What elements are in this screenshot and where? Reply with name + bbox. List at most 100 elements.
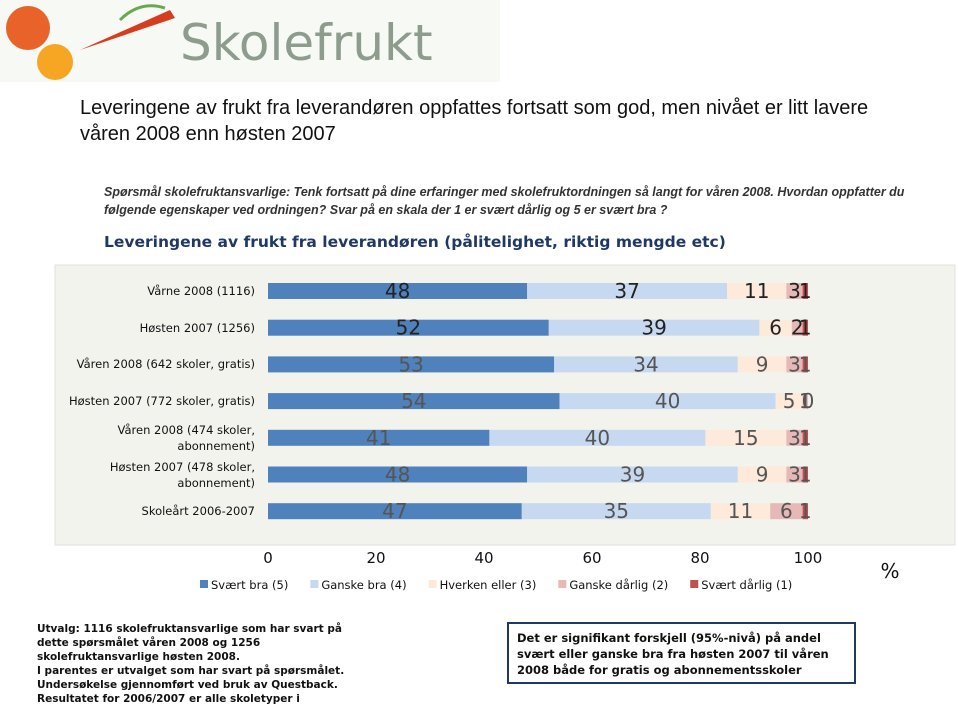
bar-segment: [527, 466, 738, 483]
bar-segment: [548, 319, 760, 336]
bar-segment: [554, 356, 738, 373]
value-label: 1: [799, 389, 812, 413]
value-label: 2: [791, 316, 804, 340]
bar-segment: [268, 503, 522, 520]
legend-swatch: [428, 580, 437, 588]
value-label: 5: [783, 389, 796, 413]
legend-label: Svært dårlig (1): [701, 578, 792, 592]
bar-segment: [802, 429, 808, 446]
row-label: Skoleårt 2006-2007: [141, 504, 255, 519]
value-label: 39: [641, 316, 666, 340]
row-label: Høsten 2007 (772 skoler, gratis): [68, 394, 255, 409]
value-label: 48: [385, 463, 410, 487]
row-label: Vårne 2008 (1116): [147, 284, 255, 298]
value-label: 6: [780, 499, 793, 523]
bar-segment: [786, 429, 803, 446]
bar-segment: [802, 393, 808, 410]
value-label: 9: [756, 463, 769, 487]
bar-segment: [705, 429, 787, 446]
bar-segment: [268, 283, 528, 299]
value-label: 3: [788, 279, 801, 303]
value-label: 40: [655, 389, 680, 413]
value-label: 3: [788, 352, 801, 376]
notes: Utvalg: 1116 skolefruktansvarlige som ha…: [37, 622, 367, 708]
bar-segment: [268, 466, 528, 483]
value-label: 3: [788, 426, 801, 450]
bar-segment: [802, 503, 808, 520]
bar-segment: [770, 503, 803, 520]
legend-label: Hverken eller (3): [440, 578, 537, 592]
bar-segment: [268, 319, 549, 336]
bar-segment: [737, 466, 787, 483]
value-label: 37: [614, 279, 639, 303]
bar-segment: [775, 393, 803, 410]
value-label: 53: [398, 352, 423, 376]
x-tick-label: 40: [474, 549, 493, 567]
slide-title: Leveringene av frukt fra leverandøren op…: [80, 97, 869, 145]
bar-segment: [489, 429, 706, 446]
note-line: Utvalg: 1116 skolefruktansvarlige som ha…: [37, 623, 342, 663]
note-line: Undersøkelse gjennomført ved bruk av Que…: [37, 679, 338, 691]
x-tick-label: 0: [263, 549, 273, 567]
bar-segment: [268, 429, 490, 446]
note-line: I parentes er utvalget som har svart på …: [37, 665, 345, 677]
legend-label: Ganske dårlig (2): [569, 578, 668, 592]
value-label: 41: [366, 426, 391, 450]
bar-segment: [791, 319, 803, 336]
value-label: 1: [799, 499, 812, 523]
bar-segment: [710, 503, 771, 520]
bar-segment: [559, 393, 776, 410]
bar-segment: [759, 319, 792, 336]
legend-swatch: [310, 580, 319, 588]
value-label: 11: [728, 499, 753, 523]
value-label: 1: [799, 352, 812, 376]
x-tick-label: 60: [582, 549, 601, 567]
value-label: 48: [385, 279, 410, 303]
row-label: Våren 2008 (642 skoler, gratis): [76, 357, 255, 372]
row-label: Høsten 2007 (1256): [139, 320, 255, 335]
value-label: 1: [799, 426, 812, 450]
legend-swatch: [558, 580, 567, 588]
conclusion-box: Det er signifikant forskjell (95%-nivå) …: [507, 622, 856, 684]
carrot-icon: [80, 10, 175, 50]
value-label: 9: [756, 352, 769, 376]
legend-swatch: [690, 580, 699, 588]
bar-segment: [268, 356, 555, 373]
value-label: 15: [733, 426, 758, 450]
bar-segment: [802, 356, 808, 373]
note-line: Resultatet for 2006/2007 er alle skolety…: [37, 693, 300, 708]
value-label: 54: [401, 389, 426, 413]
bar-segment: [802, 319, 808, 336]
value-label: 39: [620, 463, 645, 487]
value-label: 1: [799, 463, 812, 487]
bar-segment: [527, 283, 727, 299]
value-label: 3: [788, 463, 801, 487]
question: Spørsmål skolefruktansvarlige: Tenk fort…: [104, 185, 905, 217]
value-label: 40: [585, 426, 610, 450]
value-label: 1: [799, 316, 812, 340]
value-label: 35: [604, 499, 629, 523]
logo: Skolefrukt: [180, 14, 433, 72]
legend-swatch: [200, 580, 208, 588]
legend-label: Ganske bra (4): [321, 578, 406, 592]
x-tick-label: 20: [366, 549, 385, 567]
bar-segment: [802, 466, 808, 483]
bar-segment: [786, 466, 803, 483]
logo-band: [0, 0, 500, 82]
bar-segment: [268, 393, 560, 410]
value-label: 47: [382, 499, 407, 523]
bar-segment: [802, 283, 808, 299]
chart-title: Leveringene av frukt fra leverandøren (p…: [104, 233, 726, 251]
x-tick-label: 80: [690, 549, 709, 567]
fruit-icon: [6, 6, 50, 50]
value-label: 34: [633, 352, 658, 376]
value-label: 6: [769, 316, 782, 340]
row-label: Våren 2008 (474 skoler, abonnement): [117, 422, 255, 453]
value-label: 1: [799, 279, 812, 303]
bar-segment: [786, 356, 803, 373]
legend-label: Svært bra (5): [211, 578, 288, 592]
bar-segment: [521, 503, 711, 520]
value-label: 52: [396, 316, 421, 340]
bar-segment: [786, 283, 803, 299]
